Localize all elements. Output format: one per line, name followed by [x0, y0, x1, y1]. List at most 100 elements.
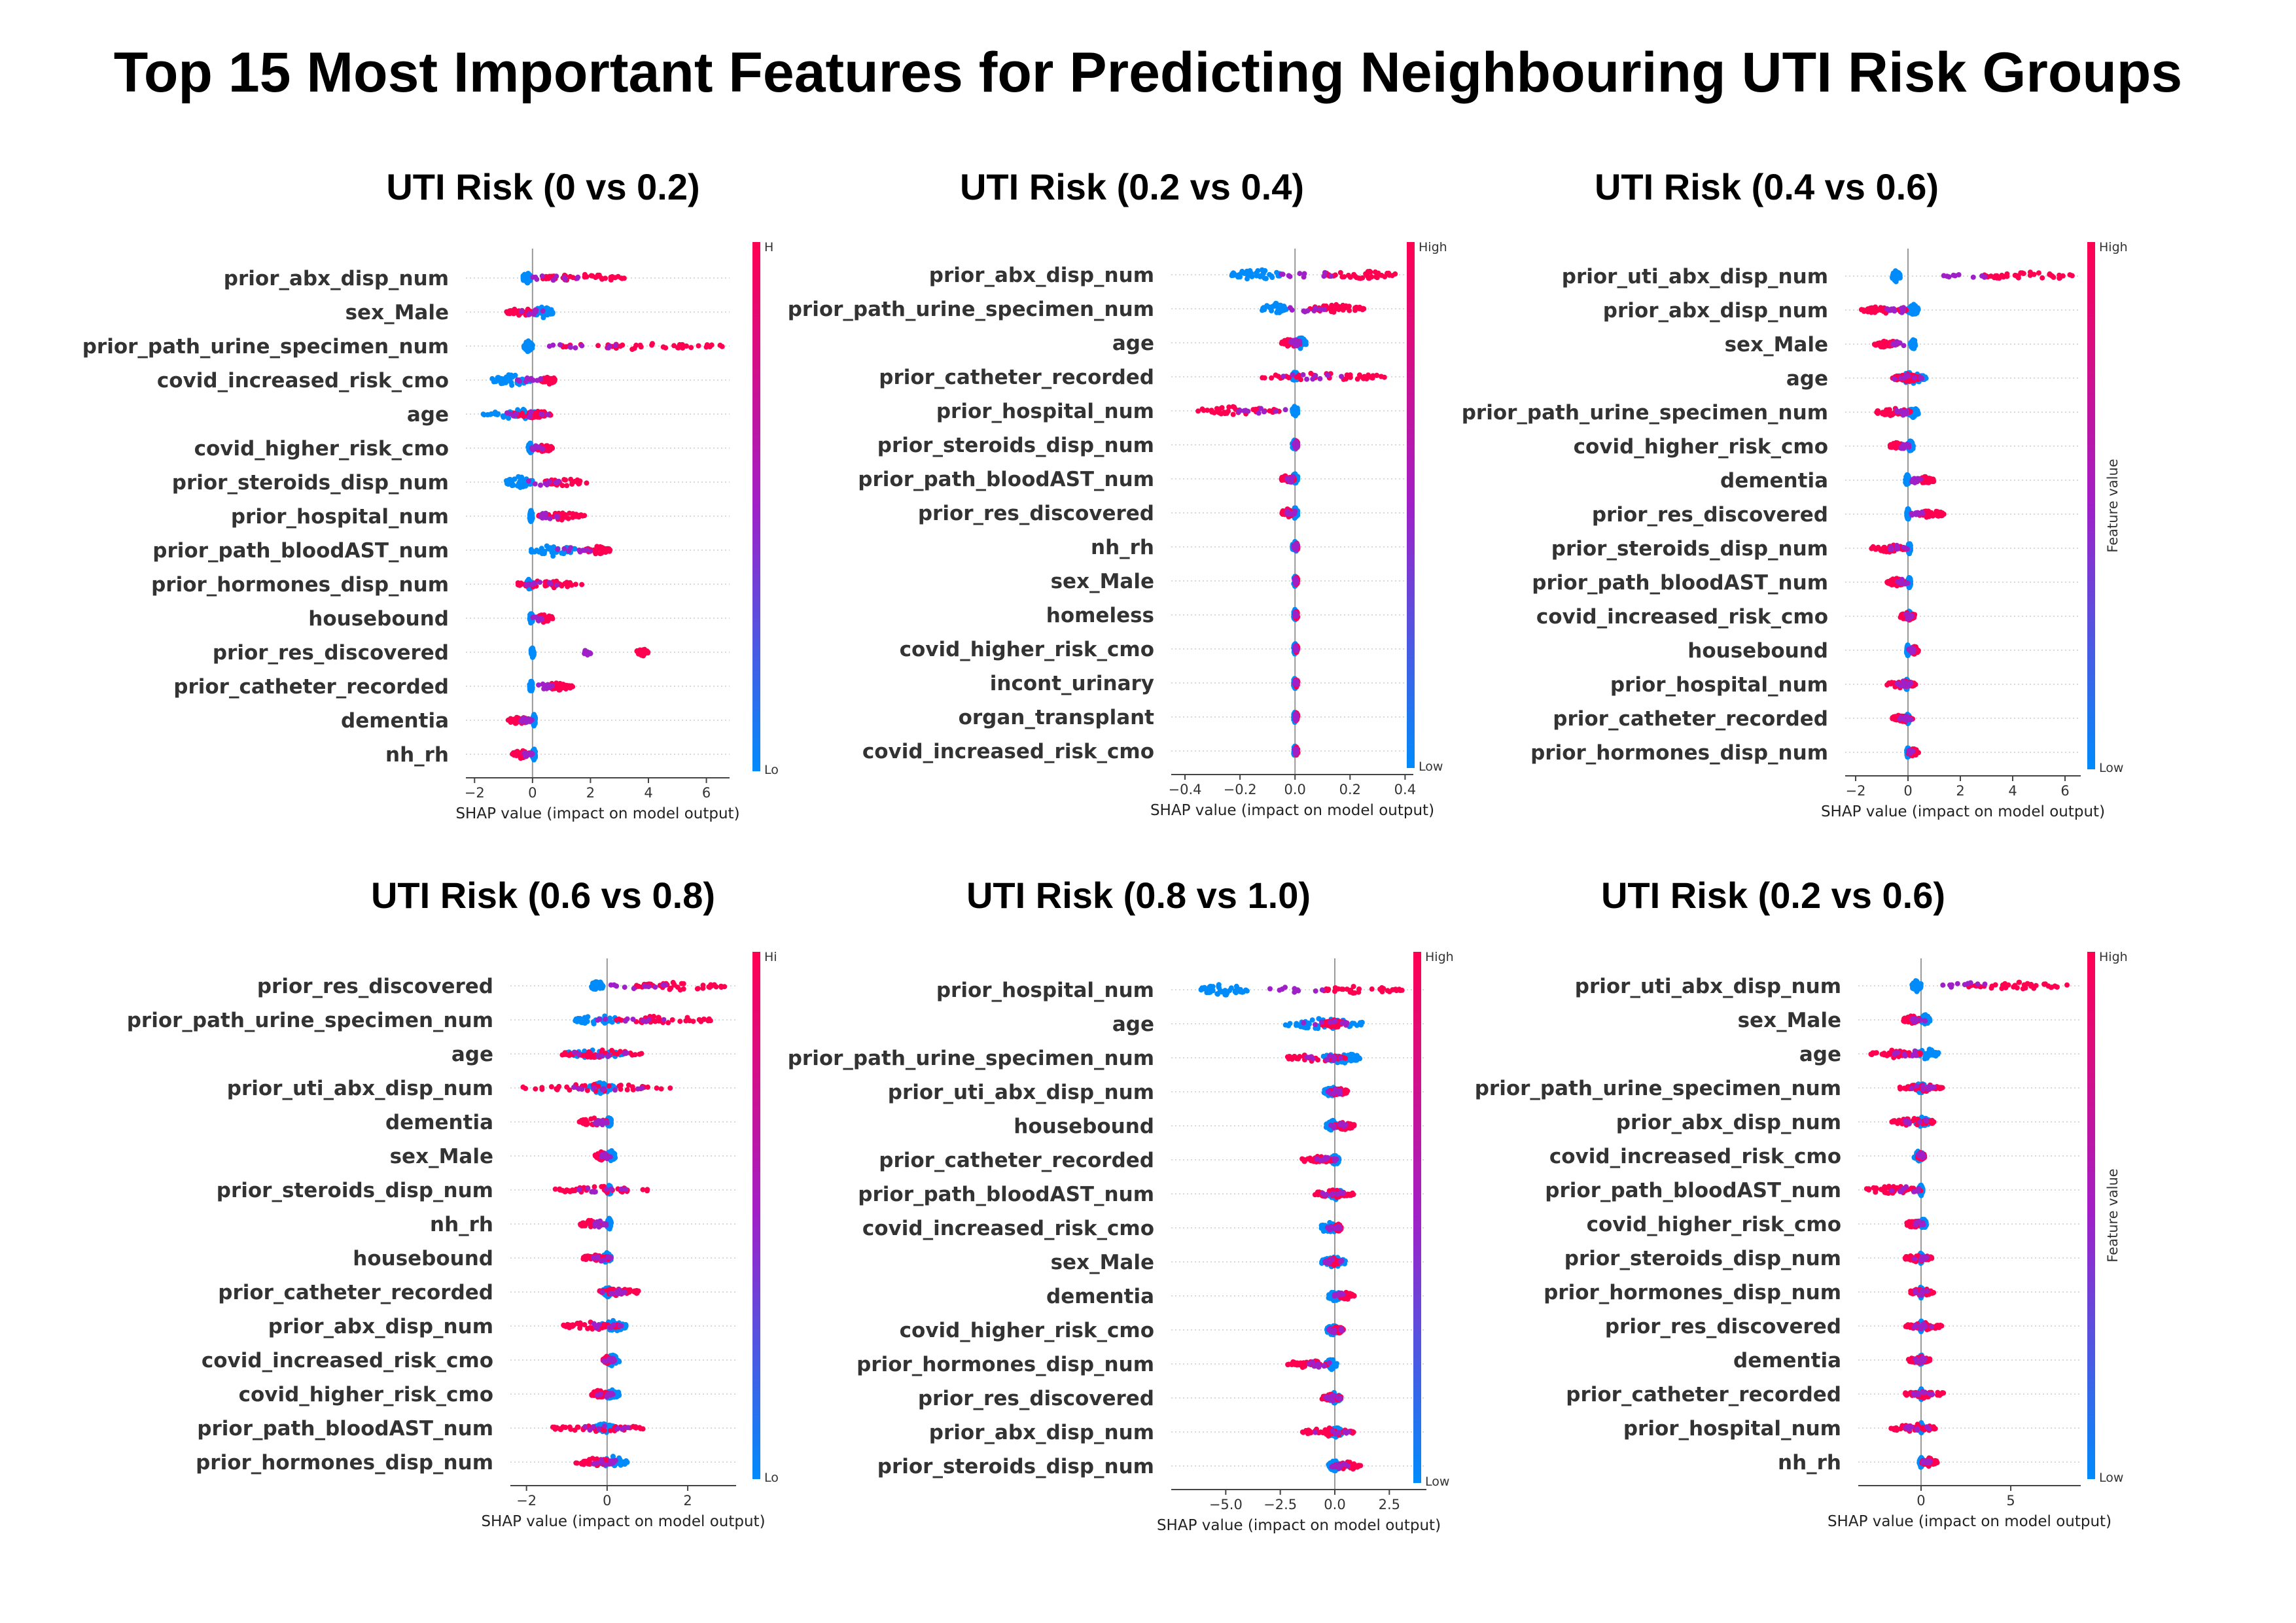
- shap-point: [595, 272, 601, 278]
- feature-label: dementia: [341, 709, 449, 733]
- shap-point: [539, 1087, 545, 1092]
- feature-swarm: [527, 678, 576, 693]
- feature-label: sex_Male: [345, 301, 449, 324]
- shap-point: [608, 982, 614, 988]
- shap-point: [554, 582, 560, 588]
- shap-point: [1888, 444, 1894, 450]
- shap-point: [1917, 375, 1923, 381]
- shap-point: [1911, 341, 1917, 347]
- shap-point: [527, 311, 533, 317]
- feature-label: prior_hospital_num: [936, 400, 1154, 423]
- colorbar: [752, 242, 760, 771]
- shap-point: [1300, 372, 1306, 377]
- shap-point: [1296, 341, 1301, 347]
- feature-label: prior_path_bloodAST_num: [858, 468, 1154, 491]
- shap-point: [1267, 305, 1273, 311]
- shap-point: [521, 716, 527, 722]
- shap-point: [1290, 377, 1296, 383]
- shap-point: [1279, 340, 1284, 346]
- shap-point: [1236, 409, 1241, 414]
- shap-point: [526, 478, 531, 484]
- shap-point: [1899, 612, 1905, 618]
- shap-point: [508, 372, 514, 378]
- shap-point: [1347, 307, 1352, 313]
- shap-point: [530, 447, 535, 453]
- shap-point: [561, 546, 567, 551]
- shap-point: [717, 342, 723, 348]
- shap-point: [1292, 647, 1298, 653]
- shap-point: [1292, 406, 1298, 411]
- shap-point: [509, 717, 515, 723]
- shap-point: [2031, 271, 2037, 277]
- feature-swarm: [1874, 406, 1921, 420]
- feature-label: housebound: [308, 607, 449, 631]
- shap-point: [1289, 307, 1295, 313]
- shap-point: [511, 307, 517, 313]
- shap-point: [547, 445, 553, 451]
- feature-swarm: [1898, 608, 1918, 623]
- shap-point: [538, 376, 544, 381]
- shap-point: [540, 681, 546, 687]
- shap-point: [1321, 273, 1327, 279]
- shap-point: [675, 345, 680, 351]
- x-tick-label: 0.2: [1339, 782, 1361, 797]
- feature-label: covid_increased_risk_cmo: [157, 369, 449, 393]
- feature-swarm: [1279, 471, 1301, 486]
- shap-point: [599, 1053, 605, 1059]
- shap-point: [1297, 271, 1303, 277]
- shap-point: [526, 414, 532, 420]
- shap-point: [584, 480, 590, 486]
- feature-swarm: [589, 979, 728, 993]
- feature-swarm: [1871, 337, 1918, 351]
- shap-point: [1313, 373, 1318, 379]
- shap-point: [591, 1085, 597, 1091]
- shap-point: [1224, 410, 1229, 416]
- feature-swarm: [1290, 437, 1301, 452]
- shap-point: [1217, 406, 1223, 412]
- feature-label: dementia: [385, 1111, 493, 1134]
- shap-point: [504, 378, 510, 384]
- x-axis-label: SHAP value (impact on model output): [1821, 803, 2105, 820]
- shap-point: [707, 344, 713, 349]
- shap-point: [523, 720, 529, 725]
- shap-point: [562, 512, 568, 517]
- shap-point: [1231, 404, 1237, 410]
- shap-point: [603, 1017, 609, 1022]
- shap-point: [573, 1018, 578, 1024]
- shap-point: [532, 481, 538, 487]
- shap-point: [525, 271, 531, 277]
- shap-point: [1354, 376, 1360, 382]
- shap-beeswarm-chart: prior_abx_disp_numsex_Maleprior_path_uri…: [82, 240, 779, 822]
- colorbar-high-label: H: [764, 240, 773, 254]
- shap-point: [695, 986, 701, 992]
- shap-point: [1353, 304, 1359, 310]
- shap-point: [1292, 610, 1298, 616]
- shap-point: [1369, 274, 1375, 280]
- feature-label: prior_uti_abx_disp_num: [227, 1077, 493, 1100]
- feature-label: prior_path_urine_specimen_num: [82, 335, 449, 358]
- shap-point: [1903, 713, 1909, 719]
- feature-label: prior_res_discovered: [1592, 503, 1828, 527]
- shap-point: [568, 545, 573, 551]
- feature-swarm: [1890, 370, 1929, 386]
- shap-point: [1894, 546, 1900, 551]
- shap-point: [1261, 409, 1267, 415]
- shap-point: [1374, 275, 1380, 281]
- shap-point: [1909, 510, 1915, 516]
- shap-point: [533, 274, 539, 280]
- shap-point: [1924, 514, 1930, 520]
- feature-label: prior_path_urine_specimen_num: [127, 1009, 493, 1032]
- shap-point: [591, 983, 597, 988]
- shap-point: [1352, 273, 1358, 279]
- shap-point: [538, 482, 543, 488]
- shap-point: [620, 342, 626, 348]
- shap-point: [516, 474, 521, 480]
- shap-point: [540, 315, 546, 321]
- shap-point: [1339, 274, 1345, 280]
- shap-point: [579, 343, 585, 349]
- shap-point: [576, 548, 582, 553]
- shap-point: [1898, 408, 1904, 413]
- shap-point: [1249, 273, 1255, 279]
- shap-point: [571, 1085, 576, 1091]
- shap-point: [1912, 308, 1918, 314]
